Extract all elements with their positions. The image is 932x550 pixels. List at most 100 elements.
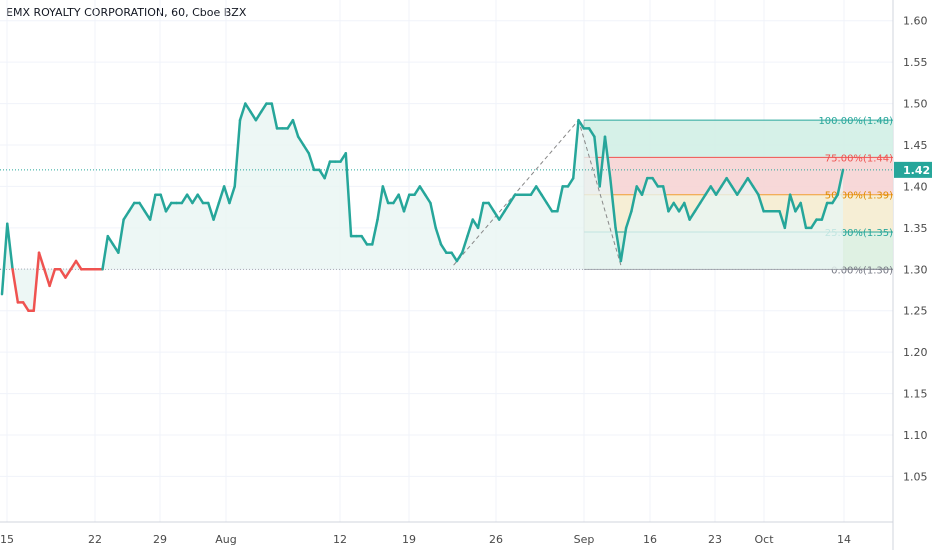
price-line-segment <box>714 185 723 196</box>
price-line-segment <box>460 234 469 254</box>
price-line-segment <box>117 218 125 254</box>
x-tick-label: Oct <box>754 533 774 546</box>
price-line-segment <box>534 185 543 196</box>
price-line-segment <box>651 176 660 188</box>
trend-dash-up[interactable] <box>453 119 579 266</box>
price-line-segment <box>720 176 728 188</box>
x-tick-label: 29 <box>153 533 167 546</box>
price-line-segment <box>836 168 845 196</box>
price-line-segment <box>730 185 739 196</box>
x-tick-label: Sep <box>574 533 595 546</box>
price-line-segment <box>577 118 586 130</box>
y-tick-label: 1.25 <box>903 305 928 318</box>
price-line-segment <box>587 127 596 138</box>
price-line-segment <box>497 210 506 221</box>
price-line-segment <box>741 176 750 188</box>
x-tick-label: 16 <box>643 533 657 546</box>
price-line-segment <box>291 118 300 138</box>
price-line-segment <box>148 193 157 221</box>
price-line-segment <box>423 193 432 205</box>
price-line-segment <box>159 193 168 213</box>
price-line-segment <box>217 185 226 205</box>
price-line-segment <box>683 201 691 221</box>
price-line-segment <box>164 201 173 213</box>
fib-level-label: 100.00%(1.48) <box>818 116 893 127</box>
price-line-segment <box>11 268 20 304</box>
price-line-segment <box>196 193 205 205</box>
price-line-segment <box>191 193 199 205</box>
y-tick-label: 1.15 <box>903 388 928 401</box>
price-line-segment <box>48 268 57 288</box>
fib-zone <box>584 120 893 158</box>
x-tick-label: 12 <box>333 533 347 546</box>
price-line-segment <box>254 110 263 122</box>
area-fill <box>2 103 843 311</box>
current-price-label: 1.42 <box>903 164 930 177</box>
price-line-segment <box>101 234 110 271</box>
y-tick-label: 1.45 <box>903 139 928 152</box>
price-line-segment <box>429 201 437 230</box>
price-line-segment <box>746 176 755 188</box>
price-line-segment <box>64 268 73 279</box>
price-line-segment <box>296 135 305 147</box>
price-line-segment <box>704 185 713 196</box>
price-line-segment <box>207 201 215 221</box>
price-line-segment <box>609 176 617 230</box>
price-line-segment <box>810 218 818 230</box>
price-line-segment <box>392 193 400 205</box>
y-tick-label: 1.10 <box>903 429 928 442</box>
price-line-segment <box>307 152 316 172</box>
y-tick-label: 1.40 <box>903 180 928 193</box>
fib-level-label: 25.00%(1.35) <box>825 228 893 239</box>
price-line-segment <box>185 193 194 205</box>
price-line-segment <box>757 193 765 213</box>
fib-level-label: 0.00%(1.30) <box>831 265 893 276</box>
fib-level-label: 50.00%(1.39) <box>825 191 893 202</box>
price-line-segment <box>106 234 115 246</box>
y-tick-label: 1.50 <box>903 98 928 111</box>
price-line-segment <box>635 185 644 196</box>
chart-title: EMX ROYALTY CORPORATION, 60, Cboe BZX <box>6 6 247 19</box>
price-line-segment <box>413 185 422 196</box>
price-line-segment <box>725 176 734 188</box>
price-line-segment <box>598 135 607 188</box>
price-line-segment <box>799 201 808 230</box>
price-line-segment <box>360 234 369 246</box>
x-tick-label: 14 <box>837 533 851 546</box>
price-line-segment <box>222 185 231 205</box>
price-line-segment <box>672 201 681 213</box>
price-line-segment <box>74 259 83 271</box>
x-tick-label: 22 <box>88 533 102 546</box>
price-line-segment <box>503 201 512 213</box>
y-tick-label: 1.20 <box>903 346 928 359</box>
price-line-segment <box>270 102 279 130</box>
price-line-segment <box>778 210 787 230</box>
price-line-segment <box>127 201 136 213</box>
price-line-segment <box>677 201 686 213</box>
price-line-segment <box>487 201 496 213</box>
price-line-segment <box>228 185 236 205</box>
price-line-segment <box>302 143 311 155</box>
price-line-segment <box>418 185 427 196</box>
price-line-segment <box>630 185 638 213</box>
price-line-segment <box>571 118 580 180</box>
fib-level-label: 75.00%(1.44) <box>825 153 893 164</box>
price-line-segment <box>492 210 501 221</box>
price-line-segment <box>58 268 67 279</box>
price-line-segment <box>709 185 718 196</box>
price-line-segment <box>788 193 797 213</box>
price-line-segment <box>259 102 268 114</box>
price-line-segment <box>0 222 9 296</box>
price-line-segment <box>244 102 252 114</box>
price-line-segment <box>667 201 675 213</box>
price-line-segment <box>540 193 549 205</box>
price-line-segment <box>545 201 554 213</box>
price-line-segment <box>640 176 649 196</box>
x-tick-label: 19 <box>402 533 416 546</box>
price-line-segment <box>371 218 379 246</box>
price-line-segment <box>450 251 459 263</box>
price-line-segment <box>286 118 295 130</box>
price-line-segment <box>614 226 623 263</box>
y-tick-label: 1.55 <box>903 56 928 69</box>
